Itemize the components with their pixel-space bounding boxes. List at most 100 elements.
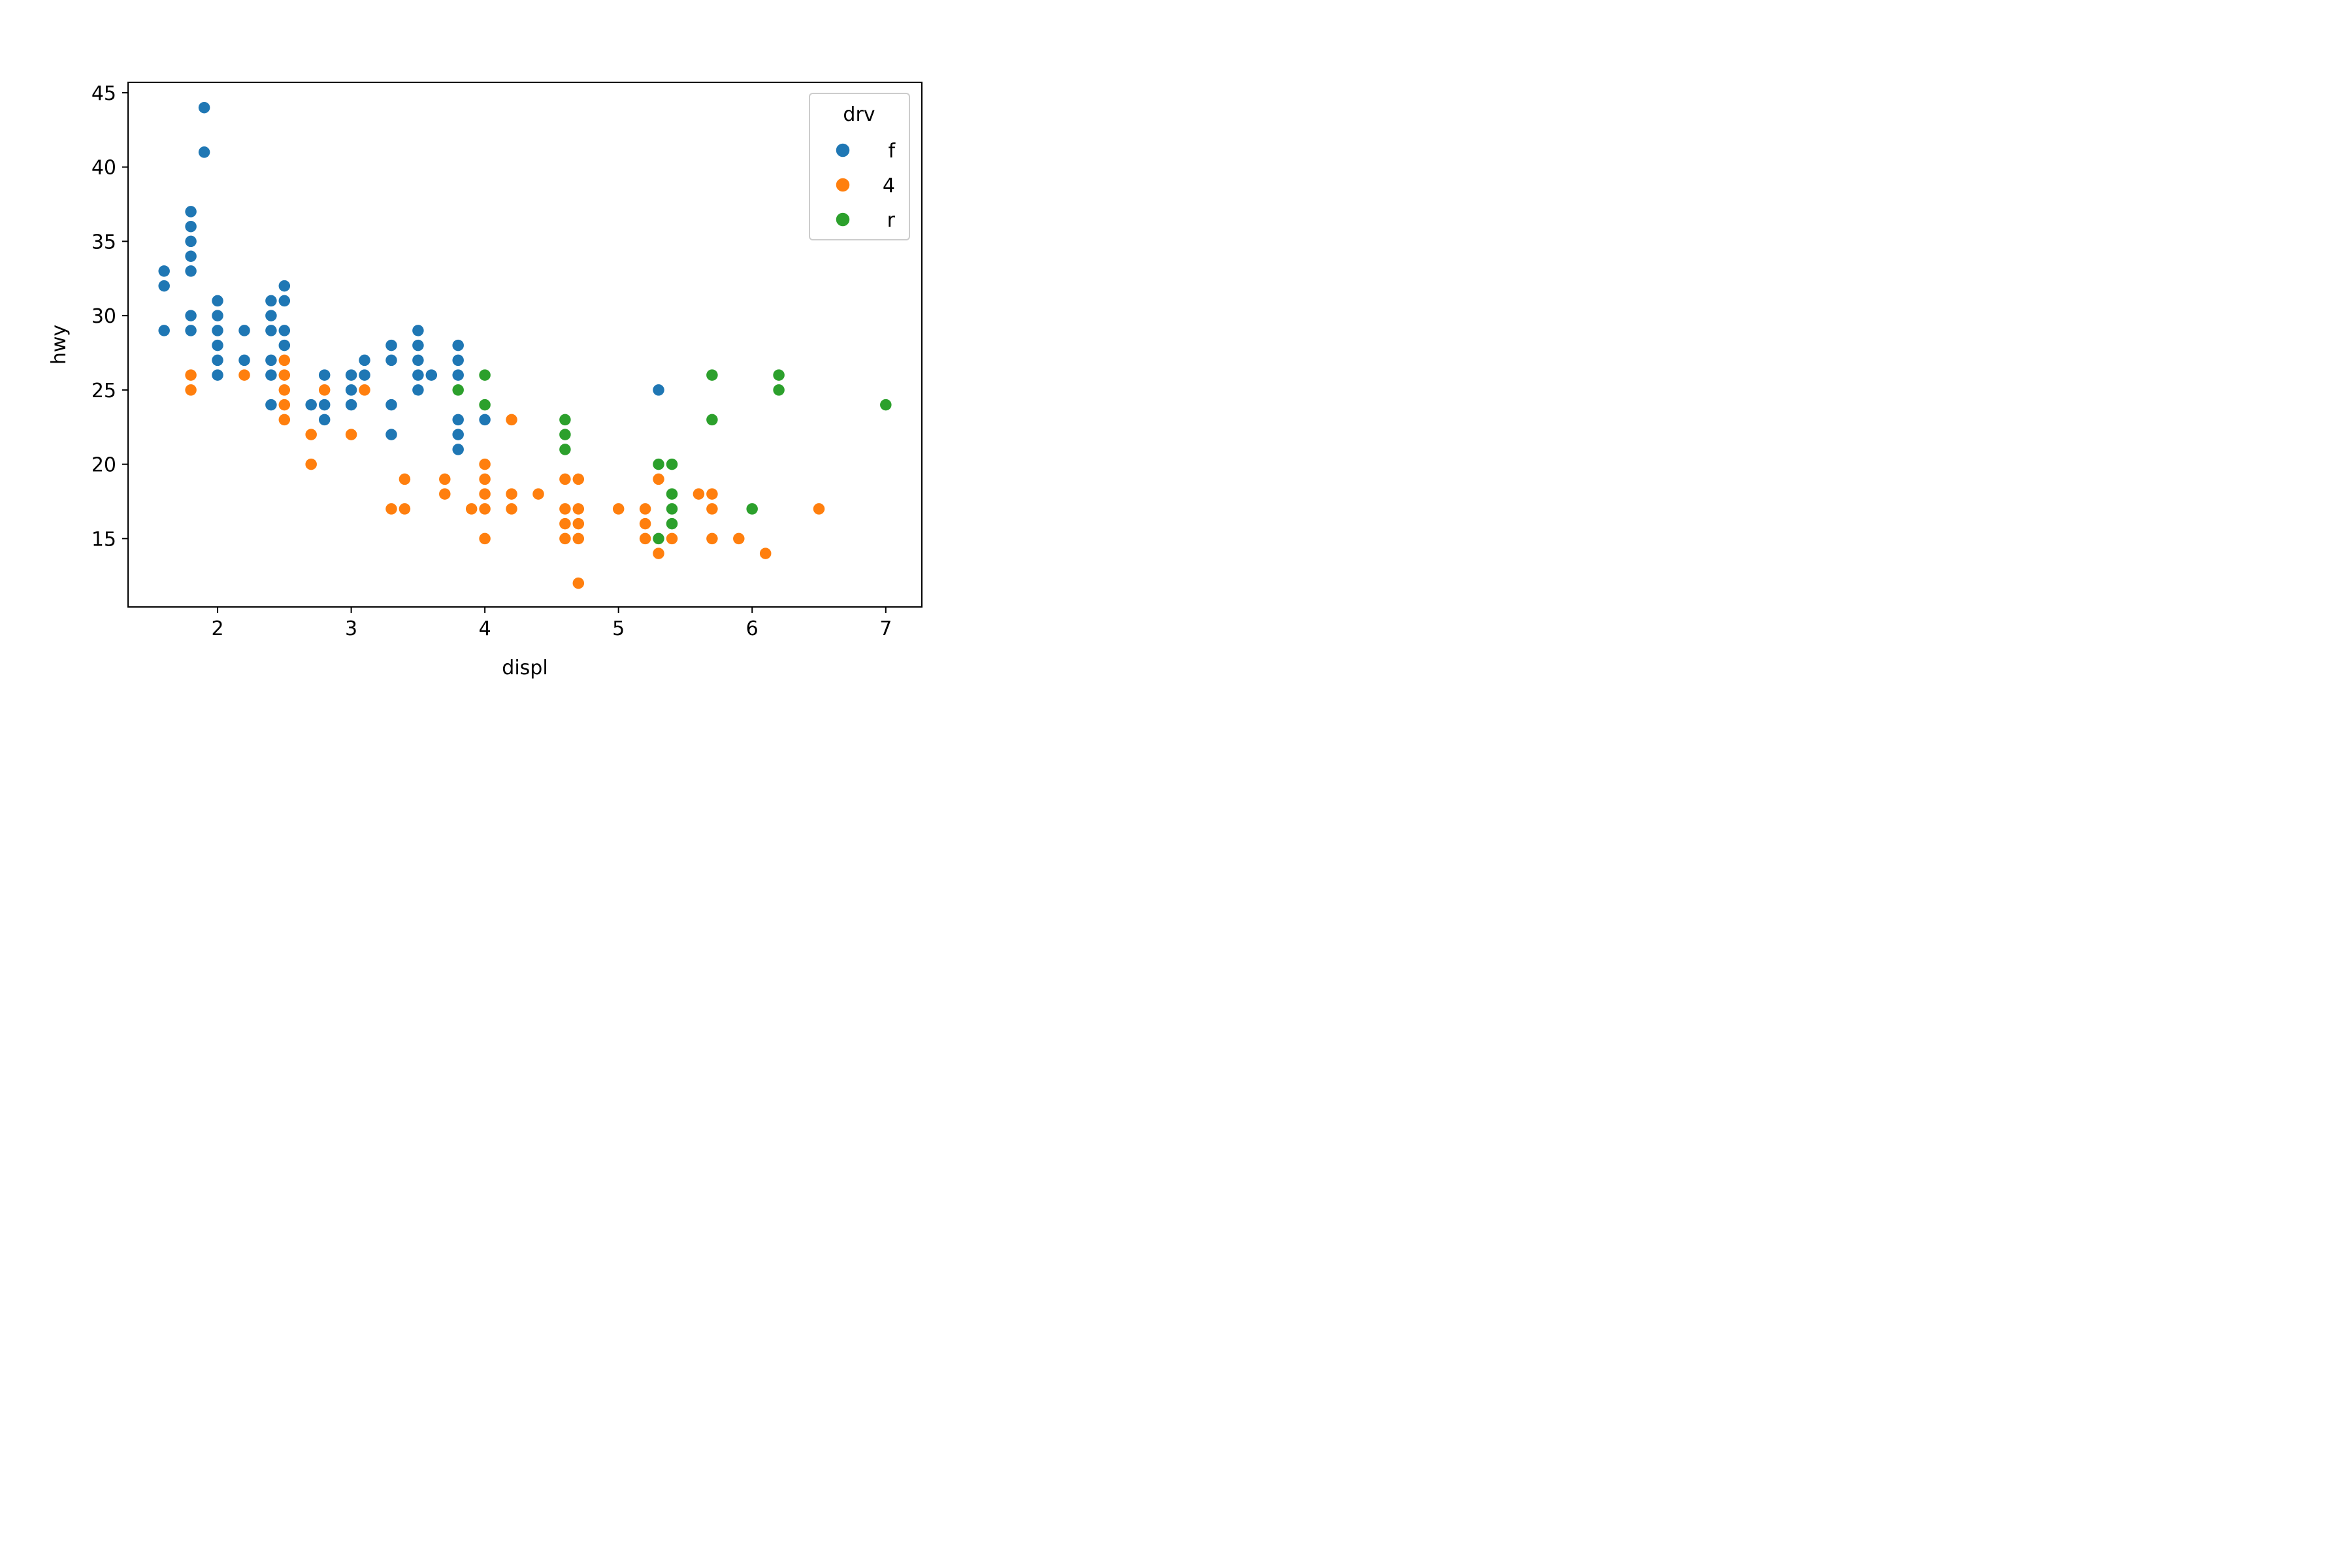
data-point [478,398,492,412]
data-point [278,338,291,352]
legend-entries: f 4 r [835,140,896,232]
data-point [504,502,519,516]
data-point [384,338,399,352]
y-axis-label: hwy [48,325,71,365]
data-point [278,353,291,367]
data-point [398,472,412,486]
data-point [197,101,211,114]
data-point [558,532,572,546]
data-point [451,338,465,352]
data-point [210,323,225,338]
data-point [264,353,278,367]
data-point [665,502,679,516]
data-point [184,264,198,278]
data-point [278,413,291,427]
data-point [304,398,318,412]
x-tick-label: 7 [879,617,892,640]
legend-marker [835,177,851,193]
data-point [478,487,492,501]
data-point [210,368,225,382]
data-point [705,413,719,427]
data-point [451,413,465,427]
data-point [384,353,399,367]
data-point [344,368,358,382]
data-point [438,487,452,501]
data-point [210,294,225,308]
data-point [438,472,452,486]
data-point [665,517,679,531]
x-tick-label: 6 [746,617,759,640]
data-point [812,502,826,516]
data-point [210,338,225,352]
data-point [504,487,519,501]
data-point [665,532,679,546]
data-point [451,353,465,367]
data-point [705,532,719,546]
plot-frame [127,82,923,608]
data-point [357,383,372,397]
data-point [451,427,465,442]
data-point [478,457,492,471]
data-point [197,145,211,159]
data-point [772,383,786,397]
data-point [425,368,438,382]
y-axis-ticks: 15 20 25 30 35 40 45 [91,82,128,551]
data-point [304,427,318,442]
data-point [384,502,399,516]
points-layer [157,101,893,590]
data-point [692,487,706,501]
data-point [572,502,585,516]
data-point [478,472,492,486]
data-point [344,398,358,412]
data-point [357,368,372,382]
data-point [184,235,198,248]
data-point [411,368,425,382]
legend-box [809,93,910,240]
data-point [478,502,492,516]
data-point [278,294,291,308]
data-point [478,532,492,546]
data-point [318,398,331,412]
data-point [184,220,198,233]
series-4 [184,353,826,590]
data-point [612,502,625,516]
data-point [759,546,772,561]
x-tick-label: 3 [345,617,357,640]
data-point [451,442,465,457]
legend-marker [835,142,851,158]
data-point [357,353,372,367]
data-point [651,383,666,397]
data-point [264,323,278,338]
data-point [411,383,425,397]
data-point [184,368,198,382]
data-point [398,502,412,516]
data-point [278,383,291,397]
data-point [184,204,198,219]
legend-title: drv [843,103,875,126]
y-tick-label: 45 [91,82,116,105]
data-point [237,368,252,382]
series-r [451,368,893,546]
x-tick-label: 2 [211,617,223,640]
data-point [411,323,425,338]
data-point [705,502,719,516]
legend-label: 4 [883,174,895,197]
data-point [210,353,225,367]
data-point [264,368,278,382]
data-point [344,383,358,397]
data-point [879,398,893,412]
x-tick-label: 4 [479,617,491,640]
legend-entry: 4 [835,174,895,197]
x-axis-ticks: 2 3 4 5 6 7 [211,607,892,640]
data-point [278,323,291,338]
data-point [184,308,198,323]
data-point [732,532,746,546]
x-tick-label: 5 [612,617,625,640]
data-point [304,457,318,471]
data-point [638,517,652,531]
legend: drv f 4 r [809,93,910,240]
data-point [278,398,291,412]
data-point [665,487,679,501]
data-point [184,323,198,338]
data-point [184,249,198,263]
